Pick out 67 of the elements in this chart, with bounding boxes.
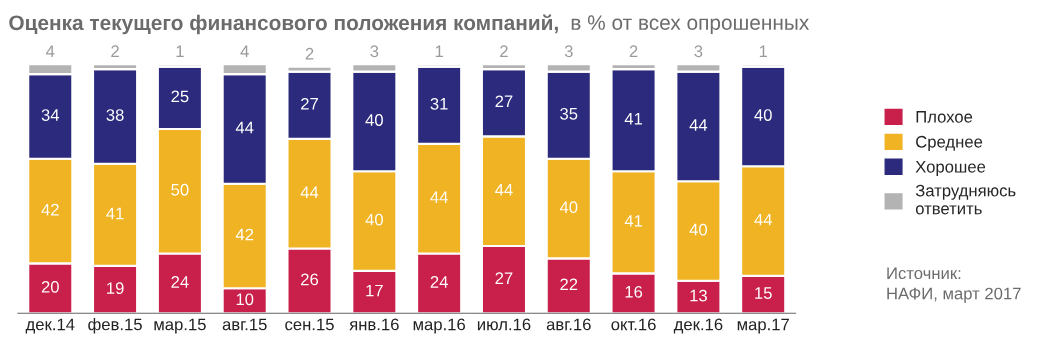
data-label: 2 [500,45,508,57]
data-label: 4 [240,45,249,57]
legend-label: Плохое [916,111,973,123]
data-label: 20 [41,280,59,293]
x-tick-label: сен.15 [285,318,334,331]
x-tick-label: мар.15 [154,318,206,334]
data-label: 40 [754,109,772,121]
data-label: 41 [106,207,124,220]
x-tick-label: авг.16 [546,318,591,331]
data-label: 44 [430,191,448,203]
data-label: 41 [624,215,643,227]
data-label: 44 [689,119,708,131]
data-label: 27 [495,95,513,108]
data-label: 3 [564,45,573,58]
x-tick-label: дек.16 [673,318,723,334]
x-tick-label: дек.14 [25,318,75,334]
x-tick-label: авг.15 [222,318,267,331]
legend-label: Хорошее [915,161,986,176]
data-label: 44 [300,186,319,198]
data-label: 2 [305,47,314,60]
x-tick-label: окт.16 [611,318,656,331]
x-tick-label: мар.17 [737,318,789,334]
data-label: 17 [366,284,383,297]
data-label: 1 [759,45,768,57]
data-label: 27 [301,97,318,110]
data-label: 42 [235,228,254,241]
data-label: 19 [107,282,124,295]
data-label: 42 [41,203,59,216]
legend-label: Затрудняюсь ответить [915,184,1016,215]
data-label: 15 [755,287,772,299]
text: Источник: НАФИ, март 2017 [887,267,1021,303]
data-label: 44 [754,213,772,226]
x-tick-label: июл.16 [477,318,531,331]
x-tick-label: фев.15 [88,318,142,334]
data-label: 4 [46,45,55,57]
data-label: 27 [495,272,513,284]
data-label: 2 [111,45,119,57]
data-label: 13 [690,289,707,302]
data-label: 1 [176,45,184,57]
data-label: 24 [430,275,448,288]
data-label: 26 [301,273,319,286]
data-label: 44 [495,184,513,196]
data-label: 40 [689,223,708,236]
chart-title: Оценка текущего финансового положения компаний, [9,14,558,35]
data-label: 38 [106,109,124,121]
data-label: 3 [370,45,379,58]
data-label: 35 [560,107,578,120]
chart-subtitle: в % от всех опрошенных [571,15,810,35]
x-tick-label: янв.16 [349,318,399,331]
data-label: 40 [559,201,578,214]
data-label: 2 [629,45,638,57]
data-label: 1 [435,45,443,57]
x-tick-label: мар.16 [413,318,465,334]
data-label: 40 [365,213,383,226]
data-label: 22 [560,278,578,291]
data-label: 16 [625,285,643,298]
data-label: 31 [430,97,448,110]
data-label: 40 [365,114,383,126]
legend-label: Среднее [916,135,983,151]
data-label: 24 [171,275,189,288]
data-label: 25 [171,90,189,103]
data-label: 41 [624,113,643,125]
data-label: 34 [41,109,60,121]
data-label: 50 [171,183,189,196]
data-label: 44 [235,121,254,134]
data-label: 10 [236,293,254,306]
data-label: 3 [694,45,703,58]
